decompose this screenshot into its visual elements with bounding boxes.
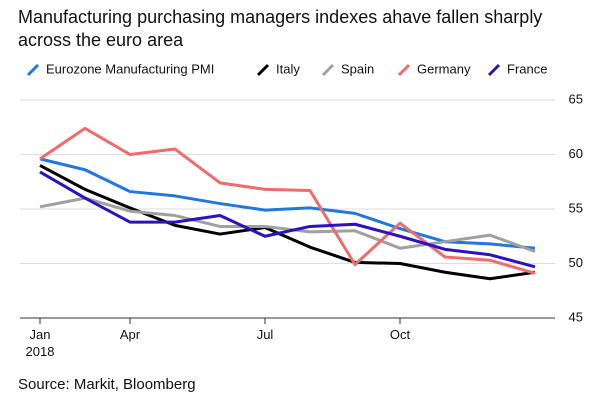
legend-label: Eurozone Manufacturing PMI [46,61,214,76]
source: Source: Markit, Bloomberg [18,376,196,393]
legend-swatch [487,63,501,77]
x-tick-label: Oct [389,327,411,342]
y-tick-label: 55 [569,200,583,215]
chart-title: Manufacturing purchasing managers indexe… [18,7,543,50]
y-tick-label: 45 [569,309,583,324]
legend-swatch [256,63,270,77]
legend-swatch [321,63,335,77]
y-tick-label: 60 [569,146,583,161]
x-tick-label: Apr [119,327,141,342]
series-line [39,157,536,250]
series-line [39,170,536,269]
legend-label: Spain [341,61,374,76]
legend-swatch [397,63,411,77]
x-tick-label: Jul [256,327,274,342]
legend-label: Italy [276,61,300,76]
y-tick-label: 65 [569,91,583,106]
series-line [39,196,536,253]
series-line [39,164,536,281]
legend-label: Germany [417,61,471,76]
x-tick-label: Jan 2018 [25,327,55,359]
legend-swatch [26,63,40,77]
series-line [39,126,536,275]
y-tick-label: 50 [569,255,583,270]
legend-label: France [507,61,547,76]
